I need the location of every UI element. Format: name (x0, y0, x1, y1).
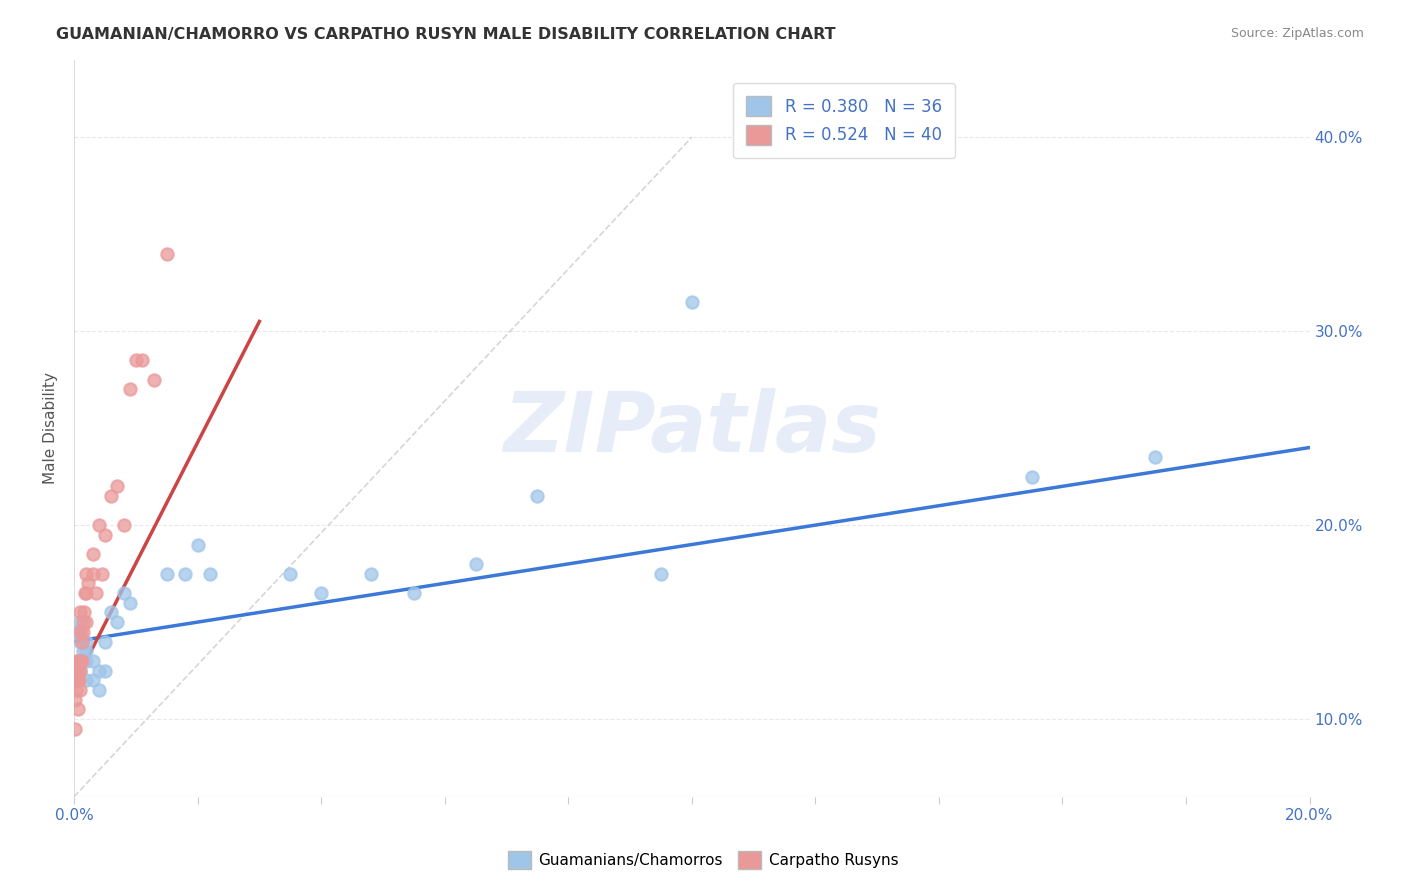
Point (75, 644, 97, 658)
Point (87, 683, 110, 698)
Point (125, 353, 148, 368)
Point (69, 683, 91, 698)
Point (69, 664, 91, 678)
Point (198, 566, 221, 581)
Point (156, 246, 179, 260)
Point (94, 634, 117, 648)
Point (70, 654, 93, 668)
Point (87, 664, 110, 678)
Point (69, 624, 91, 639)
Point (82, 566, 104, 581)
Point (73, 586, 96, 600)
Point (75, 654, 97, 668)
Point (278, 566, 301, 581)
Point (187, 537, 209, 551)
Point (464, 557, 486, 571)
Point (69, 654, 91, 668)
Point (65, 664, 87, 678)
Point (82, 654, 104, 668)
Point (100, 606, 122, 620)
Point (90, 566, 112, 581)
Point (76, 576, 98, 591)
Point (69, 634, 91, 648)
Point (131, 353, 153, 368)
Point (67, 654, 90, 668)
Point (143, 373, 166, 387)
Point (105, 615, 128, 629)
Point (66, 702, 89, 716)
Point (67, 673, 90, 688)
Point (112, 518, 135, 533)
Point (72, 624, 94, 639)
Point (73, 606, 96, 620)
Point (526, 489, 548, 503)
Text: ZIPatlas: ZIPatlas (503, 388, 880, 468)
Point (75, 634, 97, 648)
Point (87, 518, 110, 533)
Point (105, 479, 128, 493)
Point (70, 634, 93, 648)
Point (75, 566, 97, 581)
Point (84, 586, 107, 600)
Point (650, 566, 672, 581)
Point (72, 615, 94, 629)
Point (75, 586, 97, 600)
Point (681, 295, 703, 310)
Point (66, 664, 89, 678)
Point (65, 722, 87, 736)
Text: GUAMANIAN/CHAMORRO VS CARPATHO RUSYN MALE DISABILITY CORRELATION CHART: GUAMANIAN/CHAMORRO VS CARPATHO RUSYN MAL… (56, 27, 835, 42)
Point (1021, 469, 1043, 483)
Point (309, 586, 332, 600)
Point (174, 566, 197, 581)
Point (65, 692, 87, 706)
Legend: R = 0.380   N = 36, R = 0.524   N = 40: R = 0.380 N = 36, R = 0.524 N = 40 (733, 83, 955, 159)
Point (69, 664, 91, 678)
Point (82, 547, 104, 561)
Point (112, 586, 135, 600)
Point (94, 664, 117, 678)
Point (65, 683, 87, 698)
Point (72, 644, 94, 658)
Point (67, 673, 90, 688)
Point (66, 654, 89, 668)
Point (100, 489, 122, 503)
Point (118, 382, 141, 396)
Point (65, 673, 87, 688)
Point (82, 673, 104, 688)
Point (69, 654, 91, 668)
Legend: Guamanians/Chamorros, Carpatho Rusyns: Guamanians/Chamorros, Carpatho Rusyns (502, 845, 904, 875)
Point (69, 606, 91, 620)
Point (75, 615, 97, 629)
Point (66, 624, 89, 639)
Point (75, 673, 97, 688)
Point (1144, 450, 1167, 465)
Point (402, 586, 425, 600)
Point (69, 624, 91, 639)
Point (69, 615, 91, 629)
Text: Source: ZipAtlas.com: Source: ZipAtlas.com (1230, 27, 1364, 40)
Point (66, 654, 89, 668)
Point (360, 566, 382, 581)
Point (156, 566, 179, 581)
Point (118, 596, 141, 610)
Point (94, 528, 117, 542)
Y-axis label: Male Disability: Male Disability (44, 372, 58, 484)
